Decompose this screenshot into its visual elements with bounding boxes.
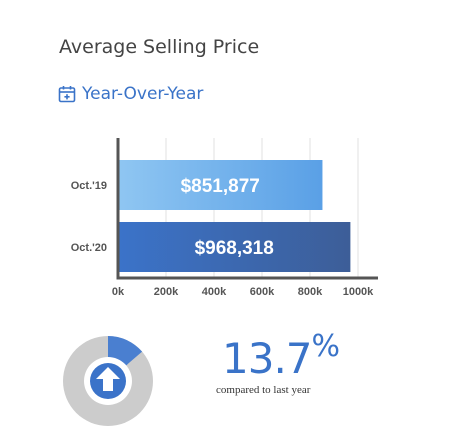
x-tick-label: 1000k: [343, 286, 374, 298]
calendar-icon: [58, 86, 76, 103]
percent-sign: %: [311, 329, 340, 364]
up-arrow-icon: [90, 363, 126, 399]
bar: [118, 160, 323, 210]
bar-value-label: $968,318: [195, 238, 274, 259]
x-tick-label: 400k: [202, 286, 227, 298]
compare-text: compared to last year: [216, 384, 311, 396]
change-donut: [63, 336, 153, 426]
subtitle-label: Year-Over-Year: [82, 84, 204, 104]
change-percent: 13.7%: [222, 332, 340, 380]
category-label: Oct.'19: [71, 180, 107, 192]
change-value: 13.7: [222, 334, 313, 383]
x-tick-label: 600k: [250, 286, 275, 298]
category-label: Oct.'20: [71, 242, 107, 254]
x-tick-label: 800k: [298, 286, 323, 298]
bar: [118, 222, 351, 272]
chart-subtitle: Year-Over-Year: [58, 84, 203, 104]
x-tick-label: 200k: [154, 286, 179, 298]
bar-value-label: $851,877: [181, 176, 260, 197]
x-tick-label: 0k: [112, 286, 125, 298]
chart-title: Average Selling Price: [59, 36, 260, 58]
bar-chart: 0k 200k 400k 600k 800k 1000k Oct.'19 $851,877 Oc…: [71, 138, 378, 298]
